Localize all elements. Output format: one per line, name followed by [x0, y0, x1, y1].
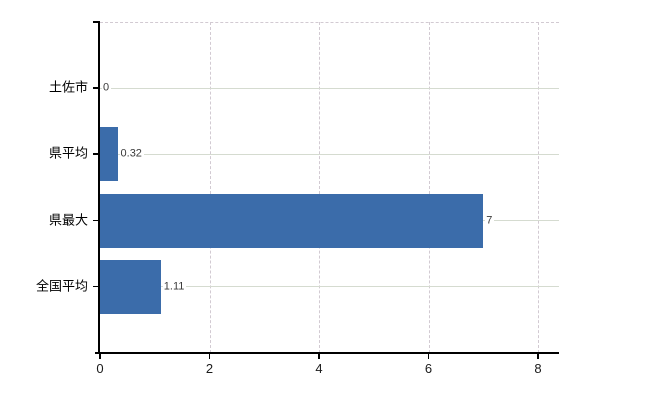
x-tick-label: 8	[534, 361, 542, 376]
x-tick-mark	[208, 353, 210, 359]
bar-value-label: 7	[485, 214, 495, 228]
x-tick-label: 2	[205, 361, 214, 376]
tick-gridline	[538, 22, 539, 353]
y-axis-line	[98, 22, 100, 353]
bar-value-label: 0.32	[119, 147, 144, 161]
x-axis-line	[95, 352, 559, 354]
category-gridline	[100, 286, 559, 288]
x-tick-mark	[318, 353, 320, 359]
tick-gridline	[319, 22, 320, 353]
y-tick-mark	[93, 153, 100, 155]
x-tick-label: 6	[424, 361, 433, 376]
x-tick-label: 4	[315, 361, 323, 376]
category-gridline	[100, 153, 559, 155]
y-tick-mark	[93, 285, 100, 288]
bar-value-label: 0	[102, 81, 112, 95]
plot-top-border	[100, 22, 559, 23]
x-tick-mark	[427, 353, 429, 359]
category-label: 土佐市	[48, 79, 88, 95]
category-gridline	[100, 87, 559, 89]
bar	[100, 193, 484, 248]
bar-value-label: 1.11	[162, 280, 187, 294]
y-tick-mark	[93, 21, 100, 23]
x-tick-label: 0	[96, 361, 104, 376]
bar	[100, 127, 118, 182]
category-label: 県最大	[48, 212, 88, 228]
y-tick-mark	[93, 219, 100, 222]
bar	[100, 259, 161, 314]
y-tick-mark	[93, 87, 100, 89]
tick-gridline	[428, 22, 430, 353]
x-tick-mark	[99, 353, 101, 359]
category-label: 県平均	[48, 145, 88, 161]
tick-gridline	[209, 22, 211, 353]
x-tick-mark	[537, 353, 539, 359]
category-label: 全国平均	[35, 278, 88, 294]
